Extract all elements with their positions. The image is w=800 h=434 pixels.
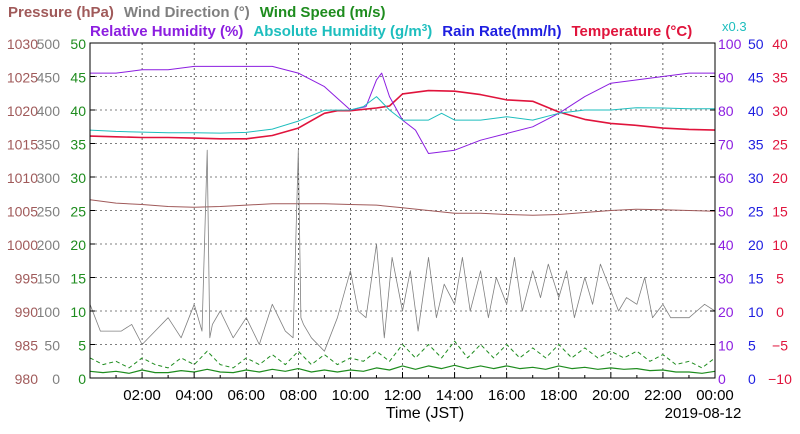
y-tick-label-pressure: 985 <box>15 338 39 354</box>
y-tick-label-relative-humidity: 10 <box>718 338 734 354</box>
y-tick-label-relative-humidity: 50 <box>718 204 734 220</box>
y-tick-label-wind-speed: 10 <box>70 304 86 320</box>
x-axis-label: Time (JST) <box>386 405 465 422</box>
y-tick-label-temperature: −10 <box>768 371 792 387</box>
legend-item-pressure: Pressure (hPa) <box>8 4 114 21</box>
y-tick-label-wind-direction: 450 <box>37 70 61 86</box>
y-tick-label-pressure: 1015 <box>7 137 38 153</box>
y-tick-label-rain-rate: 40 <box>748 103 764 119</box>
y-tick-label-wind-direction: 150 <box>37 271 61 287</box>
y-tick-label-wind-speed: 30 <box>70 170 86 186</box>
series-wind-speed-gust <box>89 340 716 369</box>
series-pressure <box>89 199 716 216</box>
y-tick-label-wind-direction: 100 <box>37 304 61 320</box>
y-tick-label-pressure: 1010 <box>7 170 38 186</box>
y-tick-label-rain-rate: 15 <box>748 271 764 287</box>
legend: Pressure (hPa) Wind Direction (°) Wind Spe… <box>8 4 692 40</box>
x-tick-label: 22:00 <box>644 387 682 404</box>
legend-item-rain-rate: Rain Rate(mm/h) <box>442 23 561 40</box>
abs-humidity-factor: x0.3 <box>722 19 747 34</box>
y-tick-label-pressure: 1025 <box>7 70 38 86</box>
y-tick-label-pressure: 1030 <box>7 36 38 52</box>
y-tick-label-wind-speed: 0 <box>78 371 86 387</box>
y-tick-label-temperature: 0 <box>776 304 784 320</box>
legend-item-temperature: Temperature (°C) <box>571 23 692 40</box>
y-tick-label-temperature: 15 <box>772 204 788 220</box>
legend-item-relative-humidity: Relative Humidity (%) <box>90 23 243 40</box>
y-tick-label-rain-rate: 5 <box>748 338 756 354</box>
x-tick-label: 02:00 <box>123 387 161 404</box>
y-tick-label-wind-speed: 45 <box>70 70 86 86</box>
series-relative-humidity <box>90 65 715 154</box>
x-tick-label: 06:00 <box>227 387 265 404</box>
y-tick-label-relative-humidity: 60 <box>718 170 734 186</box>
y-tick-label-rain-rate: 35 <box>748 137 764 153</box>
x-tick-label: 04:00 <box>175 387 213 404</box>
y-tick-label-wind-speed: 15 <box>70 271 86 287</box>
y-tick-label-rain-rate: 20 <box>748 237 764 253</box>
series-temperature <box>89 89 716 140</box>
y-tick-label-temperature: 10 <box>772 237 788 253</box>
y-tick-label-rain-rate: 30 <box>748 170 764 186</box>
y-tick-label-pressure: 1005 <box>7 204 38 220</box>
y-tick-label-wind-direction: 0 <box>52 371 60 387</box>
x-tick-label: 14:00 <box>436 387 474 404</box>
y-tick-label-relative-humidity: 90 <box>718 70 734 86</box>
y-tick-label-temperature: 35 <box>772 70 788 86</box>
legend-item-wind-speed: Wind Speed (m/s) <box>260 4 386 21</box>
y-tick-label-wind-speed: 25 <box>70 204 86 220</box>
y-tick-label-relative-humidity: 20 <box>718 304 734 320</box>
y-tick-label-relative-humidity: 40 <box>718 237 734 253</box>
x-tick-label: 12:00 <box>384 387 422 404</box>
axes: 9809859909951000100510101015102010251030… <box>7 36 792 404</box>
y-tick-label-rain-rate: 45 <box>748 70 764 86</box>
y-tick-label-temperature: 25 <box>772 137 788 153</box>
y-tick-label-wind-speed: 40 <box>70 103 86 119</box>
y-tick-label-wind-speed: 20 <box>70 237 86 253</box>
y-tick-label-temperature: 5 <box>776 271 784 287</box>
y-tick-label-wind-direction: 200 <box>37 237 61 253</box>
y-tick-label-wind-direction: 300 <box>37 170 61 186</box>
x-tick-label: 08:00 <box>280 387 318 404</box>
y-tick-label-wind-direction: 50 <box>44 338 60 354</box>
y-tick-label-pressure: 980 <box>15 371 39 387</box>
y-tick-label-wind-speed: 5 <box>78 338 86 354</box>
y-tick-label-wind-speed: 35 <box>70 137 86 153</box>
x-tick-label: 16:00 <box>488 387 526 404</box>
y-tick-label-wind-speed: 50 <box>70 36 86 52</box>
y-tick-label-rain-rate: 0 <box>748 371 756 387</box>
y-tick-label-relative-humidity: 70 <box>718 137 734 153</box>
y-tick-label-relative-humidity: 100 <box>718 36 742 52</box>
x-tick-label: 00:00 <box>696 387 734 404</box>
y-tick-label-wind-direction: 350 <box>37 137 61 153</box>
y-tick-label-rain-rate: 50 <box>748 36 764 52</box>
y-tick-label-rain-rate: 25 <box>748 204 764 220</box>
y-tick-label-wind-direction: 400 <box>37 103 61 119</box>
x-tick-label: 20:00 <box>592 387 630 404</box>
y-tick-label-temperature: 40 <box>772 36 788 52</box>
series-absolute-humidity <box>89 96 715 134</box>
y-tick-label-temperature: 20 <box>772 170 788 186</box>
y-tick-label-relative-humidity: 30 <box>718 271 734 287</box>
y-tick-label-temperature: −5 <box>772 338 788 354</box>
legend-item-wind-direction: Wind Direction (°) <box>124 4 250 21</box>
y-tick-label-pressure: 995 <box>15 271 39 287</box>
y-tick-label-pressure: 1000 <box>7 237 38 253</box>
y-tick-label-relative-humidity: 80 <box>718 103 734 119</box>
y-tick-label-pressure: 1020 <box>7 103 38 119</box>
y-tick-label-wind-direction: 500 <box>37 36 61 52</box>
chart-date: 2019-08-12 <box>665 405 742 422</box>
legend-item-absolute-humidity: Absolute Humidity (g/m3) <box>253 23 432 41</box>
y-tick-label-relative-humidity: 0 <box>718 371 726 387</box>
series-wind-direction <box>89 149 716 352</box>
y-tick-label-rain-rate: 10 <box>748 304 764 320</box>
x-tick-label: 18:00 <box>540 387 578 404</box>
x-tick-label: 10:00 <box>332 387 370 404</box>
y-tick-label-temperature: 30 <box>772 103 788 119</box>
y-tick-label-wind-direction: 250 <box>37 204 61 220</box>
y-tick-label-pressure: 990 <box>15 304 39 320</box>
